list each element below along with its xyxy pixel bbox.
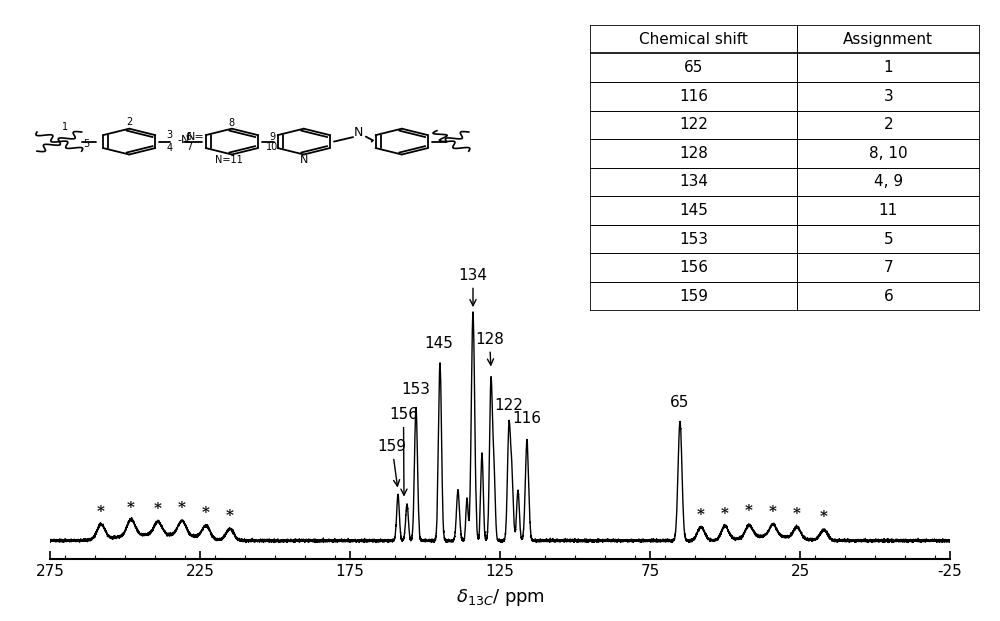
Text: 145: 145	[679, 203, 708, 218]
Text: 1: 1	[884, 60, 893, 75]
Text: 11: 11	[879, 203, 898, 218]
Text: 65: 65	[684, 60, 703, 75]
Text: 159: 159	[679, 289, 708, 304]
Text: *: *	[745, 504, 753, 519]
Text: 1: 1	[62, 122, 68, 132]
Text: 6: 6	[883, 289, 893, 304]
Text: 9: 9	[269, 132, 276, 142]
Text: 122: 122	[679, 117, 708, 132]
Text: *: *	[202, 507, 210, 520]
Text: *: *	[127, 501, 135, 515]
Text: 153: 153	[679, 232, 708, 247]
Text: 153: 153	[402, 382, 431, 397]
Text: 3: 3	[883, 89, 893, 104]
Text: *: *	[721, 507, 729, 521]
Text: 122: 122	[495, 398, 523, 413]
Text: N: N	[300, 155, 308, 165]
Text: 5: 5	[83, 139, 89, 149]
Text: N: N	[354, 126, 364, 139]
Text: 3: 3	[167, 130, 173, 140]
X-axis label: $\delta_{13C}$/ ppm: $\delta_{13C}$/ ppm	[456, 587, 544, 608]
Text: 4, 9: 4, 9	[874, 175, 903, 189]
Text: *: *	[820, 510, 828, 524]
Text: 2: 2	[126, 117, 132, 127]
Text: 134: 134	[679, 175, 708, 189]
Text: 156: 156	[389, 407, 418, 495]
Text: 8, 10: 8, 10	[869, 146, 908, 161]
Text: 7: 7	[884, 260, 893, 275]
Text: *: *	[178, 501, 186, 515]
Text: *: *	[154, 502, 162, 516]
Text: 134: 134	[459, 268, 488, 306]
Text: 116: 116	[679, 89, 708, 104]
Text: 116: 116	[513, 412, 542, 427]
Text: 156: 156	[679, 260, 708, 275]
Text: 4: 4	[167, 143, 173, 153]
Text: 65: 65	[670, 396, 690, 410]
Text: *: *	[697, 509, 705, 522]
Text: 2: 2	[884, 117, 893, 132]
Text: 7: 7	[186, 142, 192, 152]
Text: N=11: N=11	[215, 155, 243, 165]
Text: 145: 145	[424, 336, 453, 351]
Text: *: *	[226, 509, 234, 523]
Text: N=: N=	[187, 132, 205, 142]
Text: -N: -N	[177, 135, 190, 145]
Text: 6: 6	[186, 132, 192, 142]
Text: *: *	[793, 507, 801, 522]
Text: *: *	[97, 505, 105, 519]
Text: 128: 128	[679, 146, 708, 161]
Text: 159: 159	[378, 439, 407, 486]
Text: 128: 128	[475, 332, 504, 365]
Text: 5: 5	[884, 232, 893, 247]
Text: Chemical shift: Chemical shift	[639, 32, 748, 47]
Text: 8: 8	[229, 118, 235, 128]
Text: *: *	[769, 505, 777, 519]
Text: Assignment: Assignment	[843, 32, 933, 47]
Text: 10: 10	[266, 142, 279, 152]
